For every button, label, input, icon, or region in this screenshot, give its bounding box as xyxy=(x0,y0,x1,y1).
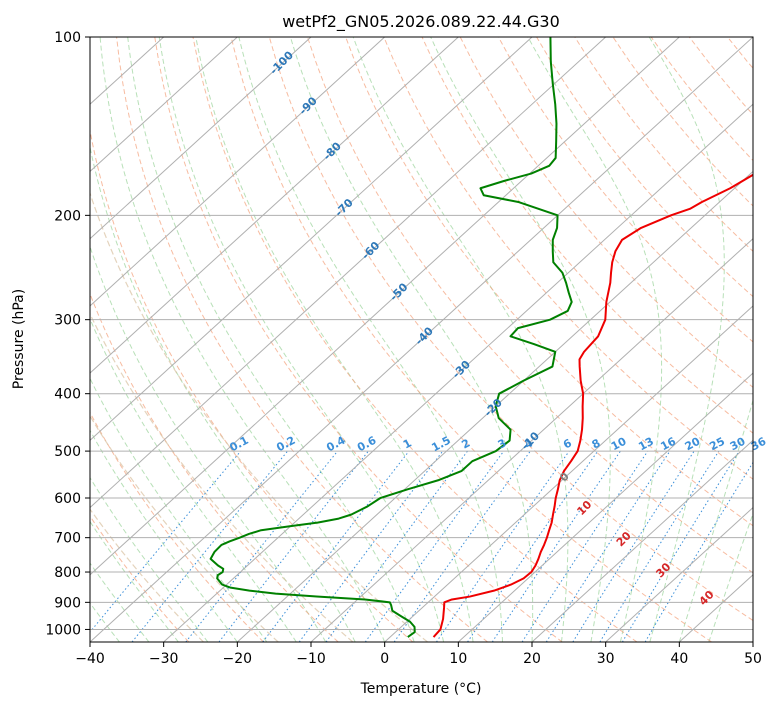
moist-adiabat-line xyxy=(289,37,534,642)
x-tick-label: 50 xyxy=(744,651,762,667)
y-axis-ticks: 1000 900 800 700 600 500 400 300 200 100 xyxy=(45,30,90,638)
moist-adiabat-line xyxy=(90,317,297,642)
dry-adiabat-line xyxy=(116,37,488,642)
dry-adiabat-line xyxy=(497,37,753,343)
isotherm-line xyxy=(163,103,753,642)
moist-adiabat-line xyxy=(99,37,386,642)
x-tick-label: −10 xyxy=(296,651,326,667)
dry-adiabat-line xyxy=(536,37,753,298)
plot-frame xyxy=(89,36,754,643)
isotherm-line xyxy=(90,37,386,307)
temperature-line xyxy=(432,173,753,638)
y-tick-label: 500 xyxy=(54,444,81,460)
mixing-ratio-label: 30 xyxy=(728,435,748,454)
mixing-ratio-line xyxy=(325,450,468,642)
moist-adiabat-line xyxy=(90,144,356,642)
moist-adiabat-line xyxy=(90,429,238,642)
isotherm-line xyxy=(384,305,753,642)
isotherm-line xyxy=(457,372,753,642)
isotherm-line xyxy=(90,37,312,240)
x-axis-ticks: −40 −30 −20 −10 0 10 20 30 40 50 xyxy=(75,642,762,667)
x-tick-label: 20 xyxy=(523,651,541,667)
y-tick-label: 200 xyxy=(54,208,81,224)
moist-adiabat-line xyxy=(90,245,327,642)
mixing-ratio-line xyxy=(572,450,695,642)
x-axis-label: Temperature (°C) xyxy=(360,681,482,697)
profile-lines xyxy=(209,37,753,638)
x-tick-label: −20 xyxy=(223,651,253,667)
isotherm-line xyxy=(90,37,607,509)
y-tick-label: 300 xyxy=(54,313,81,329)
dry-adiabat-line xyxy=(154,37,563,642)
dry-adiabat-line xyxy=(766,37,775,642)
mixing-ratio-label: 20 xyxy=(683,434,703,453)
x-tick-label: 0 xyxy=(380,651,389,667)
dry-adiabat-line xyxy=(268,37,753,622)
isotherm-line xyxy=(90,37,533,442)
y-tick-label: 100 xyxy=(54,30,81,46)
isotherm-line xyxy=(90,37,238,173)
mixing-ratio-line xyxy=(131,450,288,642)
y-tick-label: 600 xyxy=(54,491,81,507)
moist-adiabat-line xyxy=(527,37,663,642)
isotherm-line xyxy=(90,37,680,576)
moist-adiabat-line xyxy=(90,377,268,642)
theta-e-line xyxy=(90,508,204,642)
mixing-ratio-line xyxy=(467,450,599,642)
mixing-ratio-label: 10 xyxy=(609,434,629,453)
mixing-ratio-line xyxy=(521,450,649,642)
isotherm-line xyxy=(90,37,753,642)
mixing-ratio-label: 25 xyxy=(707,435,727,454)
mixing-ratio-label: 36 xyxy=(749,435,769,454)
isotherm-line xyxy=(310,237,753,642)
y-tick-label: 700 xyxy=(54,531,81,547)
moist-adiabat-line xyxy=(678,398,753,642)
isotherm-line xyxy=(752,641,753,642)
mixing-ratio-line xyxy=(185,450,338,642)
mixing-ratio-line xyxy=(298,450,444,642)
moist-adiabat-line xyxy=(430,37,611,642)
dry-adiabat-line xyxy=(192,37,638,642)
x-tick-label: 40 xyxy=(670,651,688,667)
y-axis-label: Pressure (hPa) xyxy=(11,289,27,389)
x-tick-label: 30 xyxy=(597,651,615,667)
moist-adiabat-line xyxy=(195,37,474,642)
mixing-ratio-line xyxy=(491,450,621,642)
x-tick-label: 10 xyxy=(449,651,467,667)
dry-adiabat-line xyxy=(307,37,753,574)
moist-adiabat-line xyxy=(127,37,415,642)
mixing-ratio-line xyxy=(436,450,570,642)
dewpoint-line xyxy=(209,37,573,638)
mixing-ratio-line xyxy=(364,450,505,642)
x-tick-label: −40 xyxy=(75,651,105,667)
y-tick-label: 900 xyxy=(54,595,81,611)
x-tick-label: −30 xyxy=(149,651,179,667)
theta-e-line xyxy=(90,414,279,642)
isotherm-line xyxy=(90,37,459,374)
isotherm-line xyxy=(605,506,753,642)
moist-adiabat-line xyxy=(352,37,569,642)
dry-adiabat-line xyxy=(421,37,753,434)
mixing-ratio-line xyxy=(262,450,410,642)
isotherm-line xyxy=(236,170,753,642)
moist-adiabat-line xyxy=(158,37,445,642)
y-tick-label: 1000 xyxy=(45,622,81,638)
dry-adiabat-line xyxy=(90,411,264,642)
y-tick-label: 400 xyxy=(54,387,81,403)
isotherm-line xyxy=(531,439,753,642)
moist-adiabat-line xyxy=(238,37,504,642)
mixing-ratio-label: 13 xyxy=(636,435,656,454)
y-tick-label: 800 xyxy=(54,565,81,581)
chart-title: wetPf2_GN05.2026.089.22.44.G30 xyxy=(282,12,560,32)
mixing-ratio-line xyxy=(621,450,740,642)
mixing-ratio-line xyxy=(90,450,242,633)
moist-adiabat-line xyxy=(648,37,725,642)
theta-e-line xyxy=(90,312,354,642)
mixing-ratio-line xyxy=(545,450,671,642)
mixing-ratio-label: 16 xyxy=(658,435,678,454)
